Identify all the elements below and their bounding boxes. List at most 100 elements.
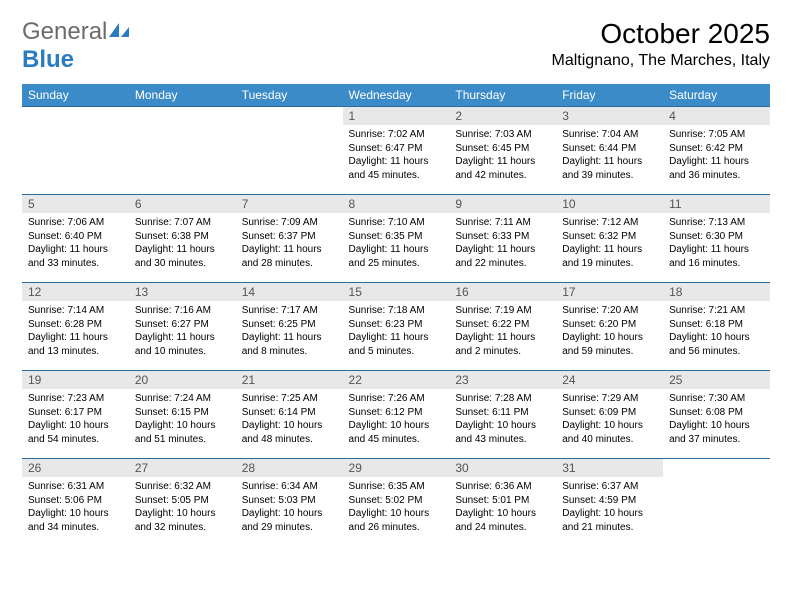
day-details: Sunrise: 6:31 AM Sunset: 5:06 PM Daylight:… xyxy=(22,477,129,538)
day-number: 16 xyxy=(449,283,556,301)
daylight-line: Daylight: 10 hours and 34 minutes. xyxy=(28,508,109,533)
weekday-header: Friday xyxy=(556,84,663,107)
calendar-day-cell: 27Sunrise: 6:32 AMSunset: 5:05 PMDayligh… xyxy=(129,459,236,547)
day-details: Sunrise: 6:32 AMSunset: 5:05 PMDaylight:… xyxy=(129,477,236,538)
calendar-week-row: 26Sunrise: 6:31 AMSunset: 5:06 PMDayligh… xyxy=(22,459,770,547)
sunset-line: Sunset: 6:25 PM xyxy=(242,319,316,330)
day-number: 28 xyxy=(236,459,343,477)
sunset-line: Sunset: 6:09 PM xyxy=(562,407,636,418)
calendar-week-row: 5 Sunrise: 7:06 AM Sunset: 6:40 PM Daylight… xyxy=(22,195,770,283)
day-details: Sunrise: 6:36 AMSunset: 5:01 PMDaylight:… xyxy=(449,477,556,538)
empty-day xyxy=(236,107,343,125)
sunset-line: Sunset: 6:40 PM xyxy=(28,231,102,242)
daylight-line: Daylight: 11 hours and 13 minutes. xyxy=(28,332,108,357)
daylight-line: Daylight: 11 hours and 19 minutes. xyxy=(562,244,642,269)
sunset-line: Sunset: 5:02 PM xyxy=(349,495,423,506)
sunset-line: Sunset: 6:08 PM xyxy=(669,407,743,418)
sunrise-line: Sunrise: 7:29 AM xyxy=(562,393,638,404)
daylight-line: Daylight: 10 hours and 48 minutes. xyxy=(242,420,323,445)
sunset-line: Sunset: 6:15 PM xyxy=(135,407,209,418)
day-number: 5 xyxy=(22,195,129,213)
sunset-line: Sunset: 6:45 PM xyxy=(455,143,529,154)
calendar-day-cell: 22Sunrise: 7:26 AMSunset: 6:12 PMDayligh… xyxy=(343,371,450,459)
day-details: Sunrise: 7:28 AMSunset: 6:11 PMDaylight:… xyxy=(449,389,556,450)
day-details: Sunrise: 7:13 AMSunset: 6:30 PMDaylight:… xyxy=(663,213,770,274)
daylight-line: Daylight: 11 hours and 45 minutes. xyxy=(349,156,429,181)
day-details: Sunrise: 7:03 AMSunset: 6:45 PMDaylight:… xyxy=(449,125,556,186)
sunset-line: Sunset: 6:32 PM xyxy=(562,231,636,242)
day-details: Sunrise: 6:37 AMSunset: 4:59 PMDaylight:… xyxy=(556,477,663,538)
sunset-line: Sunset: 6:35 PM xyxy=(349,231,423,242)
empty-day xyxy=(663,459,770,477)
sunrise-line: Sunrise: 7:16 AM xyxy=(135,305,211,316)
day-number: 9 xyxy=(449,195,556,213)
day-number: 31 xyxy=(556,459,663,477)
daylight-line: Daylight: 10 hours and 59 minutes. xyxy=(562,332,643,357)
calendar-day-cell xyxy=(663,459,770,547)
sunset-line: Sunset: 5:06 PM xyxy=(28,495,102,506)
sunrise-line: Sunrise: 7:24 AM xyxy=(135,393,211,404)
day-details: Sunrise: 7:26 AMSunset: 6:12 PMDaylight:… xyxy=(343,389,450,450)
day-details: Sunrise: 7:23 AMSunset: 6:17 PMDaylight:… xyxy=(22,389,129,450)
sunrise-line: Sunrise: 7:04 AM xyxy=(562,129,638,140)
day-details: Sunrise: 7:14 AM Sunset: 6:28 PM Daylight:… xyxy=(22,301,129,362)
sunrise-line: Sunrise: 7:10 AM xyxy=(349,217,425,228)
sunrise-line: Sunrise: 7:14 AM xyxy=(28,305,104,316)
sunset-line: Sunset: 6:47 PM xyxy=(349,143,423,154)
daylight-line: Daylight: 11 hours and 39 minutes. xyxy=(562,156,642,181)
calendar-day-cell: 11Sunrise: 7:13 AMSunset: 6:30 PMDayligh… xyxy=(663,195,770,283)
calendar-day-cell: 23Sunrise: 7:28 AMSunset: 6:11 PMDayligh… xyxy=(449,371,556,459)
daylight-line: Daylight: 10 hours and 32 minutes. xyxy=(135,508,216,533)
day-number: 7 xyxy=(236,195,343,213)
sunrise-line: Sunrise: 7:06 AM xyxy=(28,217,104,228)
calendar-day-cell: 24Sunrise: 7:29 AMSunset: 6:09 PMDayligh… xyxy=(556,371,663,459)
sunrise-line: Sunrise: 6:31 AM xyxy=(28,481,104,492)
calendar-week-row: 1 Sunrise: 7:02 AM Sunset: 6:47 PM Daylight… xyxy=(22,107,770,195)
calendar-day-cell: 25Sunrise: 7:30 AMSunset: 6:08 PMDayligh… xyxy=(663,371,770,459)
brand-word2: Blue xyxy=(22,46,74,73)
calendar-day-cell: 17Sunrise: 7:20 AMSunset: 6:20 PMDayligh… xyxy=(556,283,663,371)
daylight-line: Daylight: 11 hours and 22 minutes. xyxy=(455,244,535,269)
sunrise-line: Sunrise: 7:02 AM xyxy=(349,129,425,140)
daylight-line: Daylight: 11 hours and 28 minutes. xyxy=(242,244,322,269)
day-number: 21 xyxy=(236,371,343,389)
sunset-line: Sunset: 6:11 PM xyxy=(455,407,528,418)
sunrise-line: Sunrise: 6:37 AM xyxy=(562,481,638,492)
daylight-line: Daylight: 10 hours and 37 minutes. xyxy=(669,420,750,445)
sunrise-line: Sunrise: 7:18 AM xyxy=(349,305,425,316)
sunset-line: Sunset: 6:28 PM xyxy=(28,319,102,330)
daylight-line: Daylight: 11 hours and 36 minutes. xyxy=(669,156,749,181)
calendar-week-row: 19Sunrise: 7:23 AMSunset: 6:17 PMDayligh… xyxy=(22,371,770,459)
day-details: Sunrise: 7:05 AMSunset: 6:42 PMDaylight:… xyxy=(663,125,770,186)
weekday-header: Saturday xyxy=(663,84,770,107)
day-number: 1 xyxy=(343,107,450,125)
sunrise-line: Sunrise: 7:12 AM xyxy=(562,217,638,228)
sunrise-line: Sunrise: 6:36 AM xyxy=(455,481,531,492)
calendar-day-cell: 3Sunrise: 7:04 AMSunset: 6:44 PMDaylight… xyxy=(556,107,663,195)
day-number: 8 xyxy=(343,195,450,213)
sunset-line: Sunset: 6:30 PM xyxy=(669,231,743,242)
day-details: Sunrise: 7:07 AMSunset: 6:38 PMDaylight:… xyxy=(129,213,236,274)
sunset-line: Sunset: 6:23 PM xyxy=(349,319,423,330)
sunrise-line: Sunrise: 7:13 AM xyxy=(669,217,745,228)
day-details: Sunrise: 7:09 AMSunset: 6:37 PMDaylight:… xyxy=(236,213,343,274)
sail-icon xyxy=(109,18,131,45)
day-details: Sunrise: 7:19 AMSunset: 6:22 PMDaylight:… xyxy=(449,301,556,362)
calendar-day-cell: 31Sunrise: 6:37 AMSunset: 4:59 PMDayligh… xyxy=(556,459,663,547)
sunrise-line: Sunrise: 7:30 AM xyxy=(669,393,745,404)
daylight-line: Daylight: 11 hours and 10 minutes. xyxy=(135,332,215,357)
calendar-day-cell: 16Sunrise: 7:19 AMSunset: 6:22 PMDayligh… xyxy=(449,283,556,371)
day-number: 13 xyxy=(129,283,236,301)
calendar-day-cell: 6Sunrise: 7:07 AMSunset: 6:38 PMDaylight… xyxy=(129,195,236,283)
sunrise-line: Sunrise: 6:34 AM xyxy=(242,481,318,492)
calendar-day-cell: 30Sunrise: 6:36 AMSunset: 5:01 PMDayligh… xyxy=(449,459,556,547)
day-number: 27 xyxy=(129,459,236,477)
sunset-line: Sunset: 6:22 PM xyxy=(455,319,529,330)
calendar-day-cell: 2Sunrise: 7:03 AMSunset: 6:45 PMDaylight… xyxy=(449,107,556,195)
daylight-line: Daylight: 10 hours and 26 minutes. xyxy=(349,508,430,533)
day-number: 29 xyxy=(343,459,450,477)
month-title: October 2025 xyxy=(552,18,770,50)
sunrise-line: Sunrise: 7:11 AM xyxy=(455,217,530,228)
day-number: 12 xyxy=(22,283,129,301)
day-details: Sunrise: 7:21 AMSunset: 6:18 PMDaylight:… xyxy=(663,301,770,362)
